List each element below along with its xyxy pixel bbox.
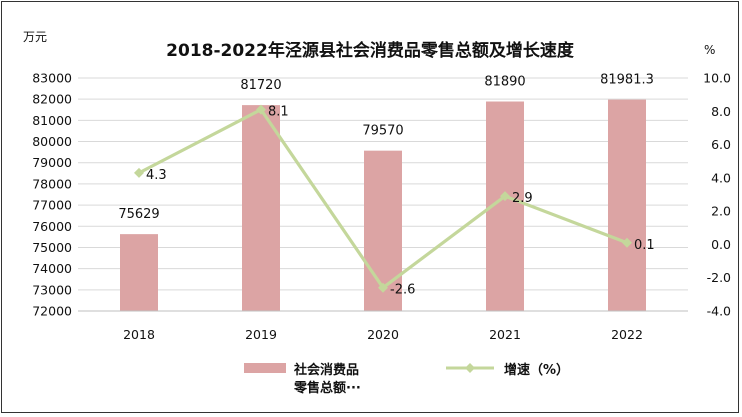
left-tick-label: 74000 xyxy=(32,261,72,276)
x-tick-label: 2020 xyxy=(367,327,399,342)
chart-title: 2018-2022年泾源县社会消费品零售总额及增长速度 xyxy=(166,40,575,61)
right-tick-label: 2.0 xyxy=(711,204,731,219)
line-point xyxy=(378,282,388,293)
x-tick-label: 2018 xyxy=(123,327,155,342)
right-tick-label: 4.0 xyxy=(711,170,731,185)
left-tick-label: 78000 xyxy=(32,176,72,191)
bar-value-label: 79570 xyxy=(362,124,403,139)
bar xyxy=(608,99,646,312)
right-tick-label: 0.0 xyxy=(711,237,731,252)
right-axis-unit: % xyxy=(704,43,715,57)
left-tick-label: 77000 xyxy=(32,198,72,213)
x-tick-label: 2019 xyxy=(245,327,277,342)
left-axis-unit: 万元 xyxy=(23,30,47,44)
legend-line-marker xyxy=(465,363,475,373)
line-point xyxy=(134,167,144,178)
right-tick-label: 10.0 xyxy=(703,71,731,86)
line-point xyxy=(500,191,510,202)
line-point xyxy=(622,237,632,248)
right-tick-label: -2.0 xyxy=(707,270,731,285)
left-tick-label: 80000 xyxy=(32,134,72,149)
line-value-label: 0.1 xyxy=(634,238,655,253)
bar-value-label: 81720 xyxy=(240,78,281,93)
bar-value-label: 81981.3 xyxy=(600,73,654,88)
legend-bar-label: 社会消费品 xyxy=(293,362,359,378)
legend-line-label: 增速（%） xyxy=(504,362,569,378)
legend-bar-label: 零售总额··· xyxy=(293,380,361,396)
bar-value-label: 75629 xyxy=(118,207,159,222)
left-tick-label: 76000 xyxy=(32,219,72,234)
x-tick-label: 2021 xyxy=(489,327,521,342)
right-tick-label: -4.0 xyxy=(707,304,731,319)
left-axis: 72000 73000 74000 75000 76000 77000 78000 79000… xyxy=(32,71,72,319)
line-point xyxy=(256,104,266,115)
left-tick-label: 75000 xyxy=(32,240,72,255)
legend: 社会消费品零售总额··· 增速（%） xyxy=(244,362,569,396)
bar xyxy=(120,234,158,311)
left-tick-label: 81000 xyxy=(32,113,72,128)
bar xyxy=(242,105,280,311)
line-value-label: 4.3 xyxy=(146,168,167,183)
left-tick-label: 82000 xyxy=(32,92,72,107)
bar-series xyxy=(120,99,646,312)
x-axis: 2018 2019 2020 2021 2022 xyxy=(78,310,688,342)
line-series xyxy=(134,104,632,293)
line-value-label: 8.1 xyxy=(268,105,289,120)
right-axis: -4.0 -2.0 0.0 2.0 4.0 6.0 8.0 10.0 xyxy=(703,71,731,319)
left-tick-label: 72000 xyxy=(32,304,72,319)
chart-canvas: 2018-2022年泾源县社会消费品零售总额及增长速度 万元 % 75629 81… xyxy=(23,30,731,396)
x-tick-label: 2022 xyxy=(611,327,643,342)
left-tick-label: 73000 xyxy=(32,282,72,297)
bar-value-label: 81890 xyxy=(484,75,525,90)
left-tick-label: 79000 xyxy=(32,155,72,170)
left-tick-label: 83000 xyxy=(32,71,72,86)
right-tick-label: 6.0 xyxy=(711,137,731,152)
line-value-label: -2.6 xyxy=(390,283,415,298)
line-value-label: 2.9 xyxy=(512,191,533,206)
data-labels: 75629 81720 79570 81890 81981.3 4.3 8.1 -2.6 2.9… xyxy=(118,73,654,298)
legend-bar-swatch xyxy=(244,363,286,373)
right-tick-label: 8.0 xyxy=(711,104,731,119)
